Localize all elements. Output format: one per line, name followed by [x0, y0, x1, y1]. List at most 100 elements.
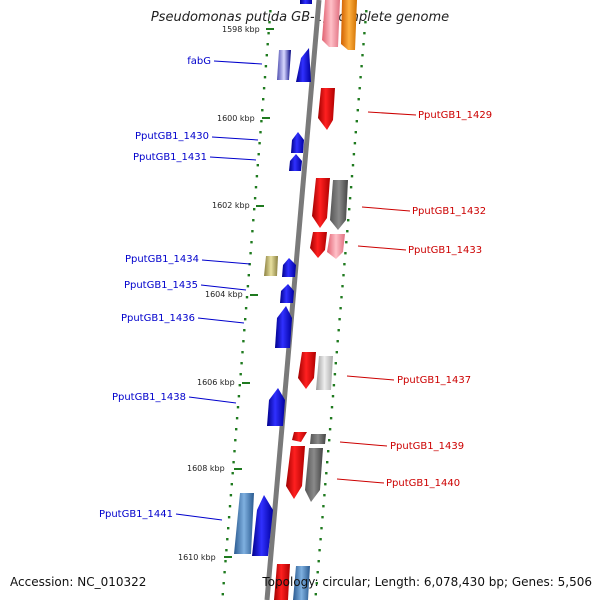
leader-line — [188, 396, 237, 404]
map-title: Pseudomonas putida GB-1, complete genome — [150, 10, 450, 25]
right-tick-dot — [346, 230, 349, 233]
gene-arrow-PputGB1_1440[interactable] — [286, 446, 305, 499]
left-tick-dot — [238, 384, 241, 387]
gene-arrow[interactable] — [282, 258, 296, 277]
left-tick-dot — [253, 197, 257, 200]
gene-arrow-PputGB1_1430[interactable] — [291, 132, 304, 153]
gene-arrow[interactable] — [277, 50, 291, 80]
right-tick-dot — [344, 252, 347, 255]
right-tick-dot — [340, 296, 343, 299]
left-tick-dot — [243, 329, 246, 332]
gene-arrow-PputGB1_1429[interactable] — [318, 88, 335, 130]
left-tick-dot — [241, 351, 244, 354]
right-tick-dot — [361, 54, 364, 57]
gene-arrow-PputGB1_1434[interactable] — [264, 256, 278, 276]
gene-arrow[interactable] — [305, 448, 323, 502]
right-tick-dot — [331, 395, 335, 398]
leader-line — [361, 206, 411, 212]
left-tick-dot — [261, 109, 264, 112]
gene-label-PputGB1_1441[interactable]: PputGB1_1441 — [99, 509, 173, 520]
right-tick-dot — [356, 109, 359, 112]
gene-arrow-PputGB1_1433[interactable] — [310, 232, 327, 258]
right-tick-dot — [321, 516, 324, 519]
gene-arrow[interactable] — [341, 0, 357, 50]
right-tick-dot — [314, 593, 317, 596]
gene-label-PputGB1_1440[interactable]: PputGB1_1440 — [386, 478, 460, 489]
right-tick-dot — [353, 142, 357, 145]
gene-arrow-PputGB1_1437[interactable] — [298, 352, 316, 389]
gene-arrow[interactable] — [327, 234, 345, 259]
right-tick-dot — [365, 10, 368, 13]
gene-arrow-PputGB1_1438[interactable] — [267, 388, 285, 426]
gene-label-PputGB1_1435[interactable]: PputGB1_1435 — [124, 280, 198, 291]
genome-summary-text: Topology: circular; Length: 6,078,430 bp… — [262, 575, 592, 589]
right-tick-dot — [330, 406, 334, 409]
right-genes — [274, 0, 357, 600]
left-tick-dot — [258, 142, 261, 145]
left-tick-dot — [242, 340, 245, 343]
left-tick-dot — [256, 164, 259, 167]
gene-arrow-PputGB1_1432[interactable] — [312, 178, 330, 228]
scale-marks: 1598 kbp 1600 kbp 1602 kbp 1604 kbp 1606… — [178, 25, 274, 562]
gene-label-PputGB1_1431[interactable]: PputGB1_1431 — [133, 152, 207, 163]
left-tick-dot — [236, 406, 240, 409]
right-tick-dot — [328, 428, 332, 431]
gene-arrow[interactable] — [274, 564, 290, 600]
gene-label-PputGB1_1438[interactable]: PputGB1_1438 — [112, 392, 186, 403]
right-tick-dot — [326, 461, 329, 464]
left-tick-dot — [268, 21, 271, 24]
right-tick-dot — [347, 219, 350, 222]
gene-label-PputGB1_1434[interactable]: PputGB1_1434 — [125, 254, 199, 265]
gene-arrow[interactable] — [310, 434, 326, 444]
gene-label-fabG[interactable]: fabG — [187, 56, 211, 67]
gene-label-PputGB1_1430[interactable]: PputGB1_1430 — [135, 131, 209, 142]
gene-arrow[interactable] — [330, 180, 348, 230]
leader-line — [211, 136, 259, 141]
leader-line — [346, 375, 395, 381]
right-tick-dot — [334, 362, 337, 365]
right-tick-dot — [328, 439, 331, 442]
right-tick-dot — [363, 32, 366, 35]
left-tick-dot — [269, 10, 272, 13]
right-tick-dot — [324, 483, 327, 486]
leader-line — [209, 156, 257, 161]
gene-arrow-PputGB1_1435[interactable] — [280, 284, 294, 303]
left-tick-dot — [231, 472, 234, 475]
scale-label-1602: 1602 kbp — [212, 201, 250, 210]
gene-arrow[interactable] — [300, 0, 312, 4]
gene-arrow-fabG[interactable] — [296, 48, 311, 82]
right-tick-dot — [329, 417, 333, 420]
gene-arrow-PputGB1_1436[interactable] — [275, 306, 292, 348]
right-tick-dot — [351, 164, 355, 167]
right-tick-dot — [323, 494, 326, 497]
gene-label-PputGB1_1433[interactable]: PputGB1_1433 — [408, 245, 482, 256]
gene-label-PputGB1_1436[interactable]: PputGB1_1436 — [121, 313, 195, 324]
left-tick-dot — [222, 582, 225, 585]
gene-arrow-PputGB1_1439[interactable] — [292, 432, 307, 442]
leader-line — [200, 284, 247, 291]
gene-label-PputGB1_1432[interactable]: PputGB1_1432 — [412, 206, 486, 217]
gene-arrow-PputGB1_1441[interactable] — [252, 495, 273, 556]
right-tick-dot — [320, 527, 323, 530]
leader-line — [339, 441, 388, 447]
gene-arrow[interactable] — [234, 493, 254, 554]
left-tick-dot — [225, 549, 228, 552]
right-tick-dot — [349, 186, 353, 189]
gene-label-PputGB1_1439[interactable]: PputGB1_1439 — [390, 441, 464, 452]
gene-arrow[interactable] — [322, 0, 340, 47]
left-tick-dot — [253, 208, 256, 211]
gene-label-PputGB1_1437[interactable]: PputGB1_1437 — [397, 375, 471, 386]
left-tick-dot — [252, 219, 255, 222]
right-tick-dot — [337, 329, 340, 332]
left-tick-dot — [247, 274, 250, 277]
gene-label-PputGB1_1429[interactable]: PputGB1_1429 — [418, 110, 492, 121]
gene-arrow-PputGB1_1431[interactable] — [289, 154, 302, 171]
right-tick-dot — [350, 175, 354, 178]
scale-label-1610: 1610 kbp — [178, 553, 216, 562]
left-tick-dot — [266, 43, 269, 46]
right-tick-dot — [336, 340, 339, 343]
gene-arrow[interactable] — [293, 566, 310, 600]
left-tick-dot — [228, 505, 232, 508]
gene-arrow[interactable] — [316, 356, 333, 390]
